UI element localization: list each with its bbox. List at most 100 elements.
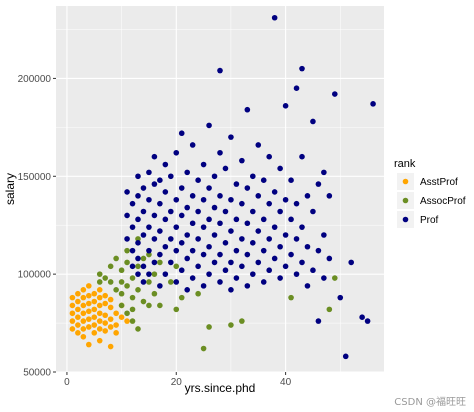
- data-point-prof: [326, 255, 333, 262]
- data-point-asstprof: [96, 318, 103, 324]
- data-point-prof: [217, 149, 223, 156]
- data-point-assocprof: [157, 302, 163, 309]
- y-tick-label: 200000: [18, 74, 52, 85]
- data-point-asstprof: [86, 300, 92, 307]
- data-point-prof: [168, 236, 174, 242]
- data-point-asstprof: [102, 292, 108, 299]
- data-point-prof: [200, 283, 207, 289]
- data-point-prof: [359, 314, 365, 320]
- data-point-assocprof: [173, 263, 180, 270]
- data-point-prof: [255, 142, 262, 148]
- data-point-prof: [299, 224, 305, 230]
- data-point-assocprof: [96, 271, 103, 277]
- data-point-prof: [222, 240, 229, 246]
- data-point-prof: [239, 157, 245, 164]
- data-point-asstprof: [86, 283, 92, 289]
- data-point-prof: [200, 224, 207, 230]
- data-point-assocprof: [228, 322, 234, 328]
- data-point-prof: [321, 275, 327, 281]
- data-point-asstprof: [107, 324, 114, 330]
- data-point-prof: [228, 228, 234, 234]
- data-point-prof: [364, 318, 371, 324]
- data-point-prof: [211, 259, 218, 266]
- data-point-prof: [151, 153, 158, 160]
- data-point-prof: [200, 161, 207, 168]
- data-point-prof: [211, 173, 218, 180]
- data-point-asstprof: [107, 343, 114, 350]
- data-point-prof: [157, 200, 163, 207]
- data-point-prof: [189, 275, 196, 281]
- data-point-prof: [151, 259, 158, 266]
- data-point-prof: [146, 169, 152, 176]
- data-point-prof: [146, 271, 152, 277]
- data-point-prof: [135, 216, 141, 223]
- data-point-prof: [250, 240, 256, 246]
- data-point-assocprof: [146, 279, 152, 285]
- data-point-assocprof: [326, 306, 333, 313]
- data-point-assocprof: [118, 279, 125, 285]
- data-point-asstprof: [118, 314, 125, 320]
- x-axis-title: yrs.since.phd: [185, 381, 256, 395]
- data-point-prof: [342, 353, 349, 360]
- data-point-prof: [184, 232, 190, 238]
- data-point-prof: [129, 247, 136, 254]
- data-point-prof: [140, 185, 147, 191]
- data-point-prof: [173, 224, 180, 230]
- data-point-prof: [277, 208, 283, 215]
- data-point-prof: [271, 255, 278, 262]
- data-point-assocprof: [118, 267, 125, 274]
- data-point-prof: [260, 247, 267, 254]
- data-point-asstprof: [86, 316, 92, 322]
- data-point-prof: [211, 232, 218, 238]
- data-point-assocprof: [200, 345, 207, 352]
- data-point-asstprof: [113, 330, 119, 336]
- data-point-asstprof: [91, 290, 98, 297]
- y-axis-title: salary: [3, 173, 17, 205]
- data-point-prof: [266, 153, 273, 160]
- data-point-assocprof: [129, 306, 136, 313]
- data-point-prof: [228, 286, 234, 293]
- data-point-asstprof: [102, 320, 108, 326]
- data-point-prof: [271, 224, 278, 230]
- data-point-prof: [184, 286, 190, 293]
- data-point-prof: [228, 259, 234, 266]
- data-point-asstprof: [86, 324, 92, 330]
- data-point-prof: [129, 263, 136, 270]
- data-point-prof: [173, 247, 180, 254]
- data-point-prof: [348, 259, 355, 266]
- data-point-prof: [293, 85, 300, 92]
- data-point-prof: [140, 279, 147, 285]
- watermark: CSDN @福旺旺: [394, 397, 466, 408]
- data-point-assocprof: [178, 294, 185, 301]
- data-point-prof: [184, 169, 190, 176]
- data-point-prof: [124, 189, 130, 195]
- data-point-assocprof: [146, 251, 152, 258]
- data-point-prof: [168, 259, 174, 266]
- legend-label: AsstProf: [420, 177, 458, 188]
- data-point-assocprof: [140, 255, 147, 262]
- data-point-prof: [239, 200, 245, 207]
- data-point-prof: [310, 267, 316, 274]
- data-point-assocprof: [206, 324, 212, 330]
- data-point-assocprof: [135, 286, 141, 293]
- data-point-prof: [157, 177, 163, 183]
- data-point-prof: [157, 228, 163, 234]
- data-point-prof: [239, 263, 245, 270]
- data-point-prof: [217, 251, 223, 258]
- data-point-prof: [173, 196, 180, 203]
- data-point-asstprof: [75, 290, 81, 297]
- data-point-prof: [200, 196, 207, 203]
- data-point-prof: [135, 271, 141, 277]
- data-point-prof: [244, 185, 251, 191]
- data-point-asstprof: [80, 286, 87, 293]
- data-point-assocprof: [146, 302, 152, 309]
- data-point-prof: [315, 181, 322, 187]
- data-point-assocprof: [135, 236, 141, 242]
- data-point-prof: [244, 220, 251, 227]
- data-point-prof: [140, 208, 147, 215]
- data-point-prof: [260, 177, 267, 183]
- data-point-asstprof: [80, 333, 87, 340]
- legend-label: AssocProf: [420, 196, 466, 207]
- data-point-prof: [151, 236, 158, 242]
